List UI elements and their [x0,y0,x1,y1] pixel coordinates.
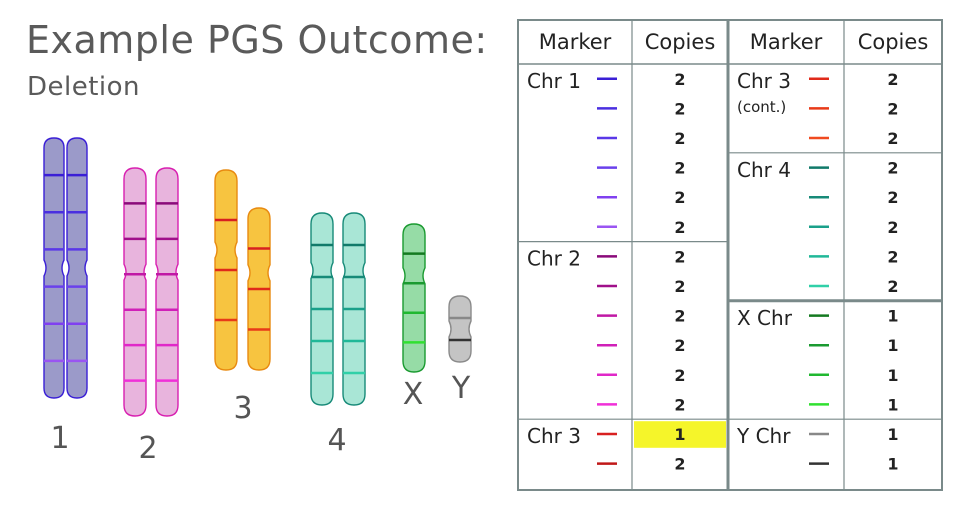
copies-value: 2 [674,188,685,207]
chromosome-label: X [403,377,424,412]
chromosome-3: 3 [214,169,271,426]
chromosome-label: 4 [327,423,346,458]
chromosome-x-copy-1 [402,223,426,373]
chr-label: X Chr [737,306,793,330]
copies-value: 1 [674,425,685,444]
table-group-chr-1: Chr 1 2 2 2 2 2 2 [527,69,686,237]
chr-label: Chr 2 [527,247,581,271]
chr-label: Chr 4 [737,158,791,182]
table-group-x-chr: X Chr 1 1 1 1 [737,306,899,415]
copies-value: 2 [887,159,898,178]
chromosome-2: 2 [123,167,179,466]
chromosome-label: 3 [233,391,252,426]
chr-sublabel: (cont.) [737,98,786,116]
copies-value: 2 [674,129,685,148]
chromosome-2-copy-2 [155,167,179,417]
chromosome-3-copy-2 [247,207,271,371]
chromosome-body [66,137,88,399]
chromosome-body [123,167,147,417]
chromosome-2-copy-1 [123,167,147,417]
table-group-chr-3: Chr 3 (cont.) 2 2 2 [737,69,899,148]
header-marker: Marker [539,30,612,54]
copies-value: 1 [887,336,898,355]
chromosome-body [448,295,472,363]
copies-value: 2 [887,99,898,118]
table-group-chr-2: Chr 2 2 2 2 2 2 2 [527,247,686,415]
copies-value: 2 [887,129,898,148]
copies-value: 2 [674,277,685,296]
chromosome-karyotype: 1 2 3 4 X Y [43,137,472,466]
copies-value: 1 [887,395,898,414]
chromosome-label: 1 [50,421,69,456]
chr-label: Chr 3 [737,69,791,93]
copies-value: 1 [887,366,898,385]
copies-value: 2 [674,455,685,474]
chromosome-x: X [402,223,426,412]
chr-label: Chr 1 [527,69,581,93]
chromosome-body [43,137,65,399]
copies-value: 2 [674,99,685,118]
header-copies: Copies [858,30,929,54]
chromosome-label: Y [451,371,471,406]
page-title: Example PGS Outcome: [26,18,488,62]
copies-value: 2 [674,218,685,237]
copies-value: 2 [887,188,898,207]
table-group-y-chr: Y Chr 1 1 [736,424,899,473]
chromosome-1-copy-1 [43,137,65,399]
table-frame [517,19,943,491]
page-subtitle: Deletion [27,72,141,102]
copies-value: 2 [674,159,685,178]
copies-value: 2 [674,336,685,355]
chromosome-4: 4 [310,212,366,458]
chromosome-y: Y [448,295,472,406]
chromosome-body [402,223,426,373]
chr-label: Y Chr [736,424,791,448]
copies-value: 1 [887,455,898,474]
chromosome-1-copy-2 [66,137,88,399]
copies-value: 1 [887,425,898,444]
header-copies: Copies [645,30,716,54]
copies-value: 2 [674,307,685,326]
header-marker: Marker [750,30,823,54]
chromosome-4-copy-1 [310,212,334,406]
chromosome-y-copy-1 [448,295,472,363]
chromosome-body [155,167,179,417]
copies-value: 2 [674,247,685,266]
highlight-cell [634,421,726,448]
copies-value: 2 [887,247,898,266]
chromosome-4-copy-2 [342,212,366,406]
table-group-chr-3: Chr 3 1 2 [527,421,726,474]
chromosome-label: 2 [138,431,157,466]
chr-label: Chr 3 [527,424,581,448]
chromosome-1: 1 [43,137,88,456]
copies-value: 1 [887,307,898,326]
copies-value: 2 [674,366,685,385]
copies-value: 2 [887,218,898,237]
copies-value: 2 [674,395,685,414]
copies-value: 2 [674,70,685,89]
table-group-chr-4: Chr 4 2 2 2 2 2 [737,158,899,296]
copies-value: 2 [887,277,898,296]
chromosome-3-copy-1 [214,169,238,371]
copies-value: 2 [887,70,898,89]
